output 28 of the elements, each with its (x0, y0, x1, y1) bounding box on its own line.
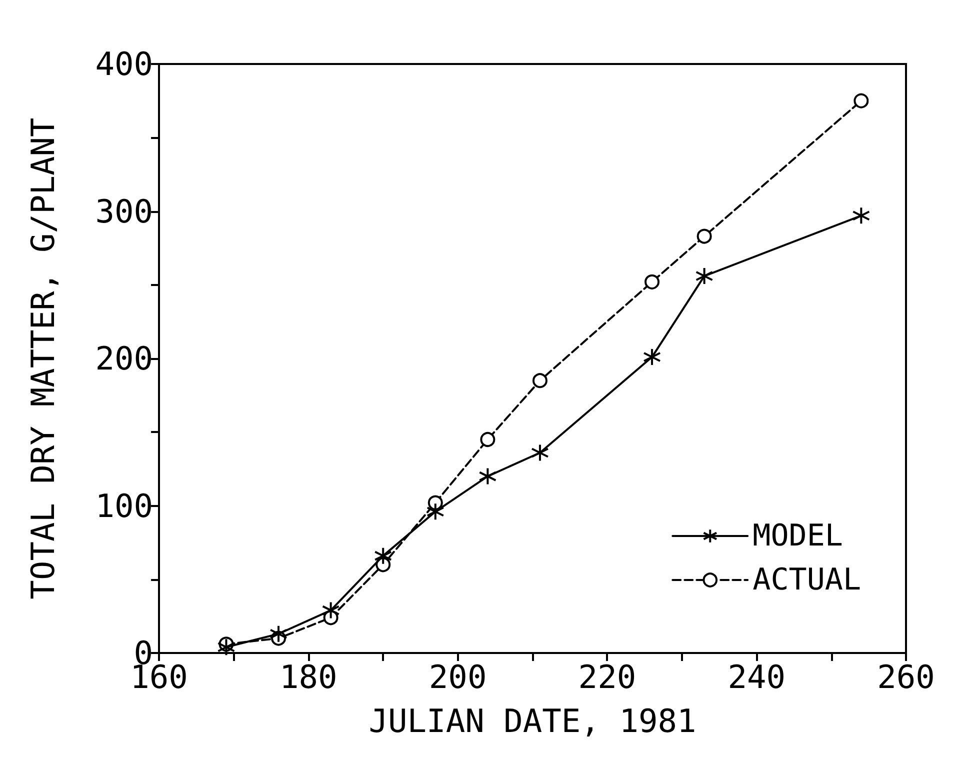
point (270, 624, 288, 643)
point (852, 206, 870, 225)
y-axis-title: TOTAL DRY MATTER, G/PLANT (24, 118, 62, 600)
y-tick-label: 300 (95, 192, 153, 230)
point (480, 432, 496, 447)
point (854, 93, 869, 108)
legend-label: MODEL (752, 518, 843, 554)
point (478, 467, 497, 486)
point (644, 274, 660, 290)
point (695, 267, 714, 286)
legend-label: ACTUAL (752, 562, 862, 598)
point (426, 502, 444, 521)
point (374, 546, 392, 565)
x-tick-label: 200 (428, 658, 487, 696)
x-tick-label: 240 (728, 658, 786, 696)
point (532, 373, 548, 388)
x-axis-title: JULIAN DATE, 1981 (368, 702, 696, 740)
point (530, 444, 549, 462)
x-tick-label: 220 (578, 658, 636, 696)
x-tick-label: 180 (280, 658, 338, 696)
point (643, 348, 662, 366)
x-tick-label: 260 (877, 658, 935, 696)
point (322, 601, 340, 620)
y-tick-label: 200 (95, 340, 153, 378)
point (217, 638, 236, 656)
y-tick-label: 400 (95, 45, 153, 83)
y-tick-label: 100 (95, 486, 153, 525)
point (696, 228, 712, 244)
